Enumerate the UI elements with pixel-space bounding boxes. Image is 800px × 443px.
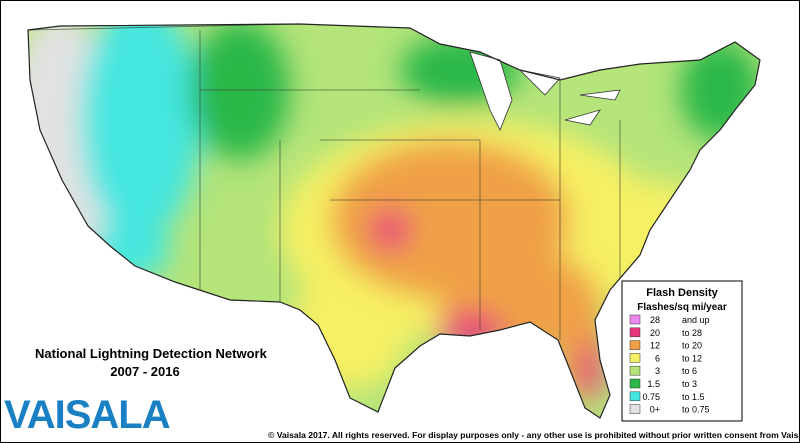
legend-high: to 3: [682, 379, 697, 389]
legend-high: to 12: [682, 353, 702, 363]
legend-swatch: [629, 391, 641, 402]
legend-swatch: [629, 353, 641, 363]
legend-low: 0.75: [642, 392, 660, 402]
vaisala-logo: VAISALA: [4, 393, 170, 437]
legend-high: to 20: [682, 341, 702, 351]
map-period: 2007 - 2016: [110, 364, 179, 379]
copyright: © Vaisala 2017. All rights reserved. For…: [268, 430, 800, 440]
legend-swatch: [629, 365, 641, 376]
legend-low: 20: [650, 328, 660, 338]
legend-box: [621, 280, 743, 422]
legend-low: 1.5: [647, 379, 660, 389]
legend-swatch: [629, 327, 641, 338]
legend-unit: Flashes/sq mi/year: [637, 302, 727, 313]
legend-low: 0+: [650, 405, 660, 415]
legend-low: 3: [655, 366, 660, 376]
legend-swatch: [629, 340, 641, 350]
legend: Flash Density Flashes/sq mi/year 28 and u…: [621, 280, 743, 422]
legend-low: 12: [650, 341, 660, 351]
legend-high: and up: [682, 315, 710, 325]
legend-title: Flash Density: [646, 287, 718, 299]
legend-high: to 28: [682, 328, 702, 338]
legend-high: to 0.75: [682, 405, 710, 415]
legend-swatch: [629, 378, 641, 389]
legend-low: 28: [650, 315, 660, 325]
great-lakes: [469, 51, 621, 131]
legend-high: to 1.5: [682, 392, 705, 402]
legend-swatch: [629, 314, 641, 325]
us-outline: [27, 23, 761, 419]
legend-low: 6: [655, 353, 660, 363]
map-title: National Lightning Detection Network: [35, 346, 268, 361]
legend-high: to 6: [682, 366, 697, 376]
legend-swatch: [629, 404, 641, 414]
